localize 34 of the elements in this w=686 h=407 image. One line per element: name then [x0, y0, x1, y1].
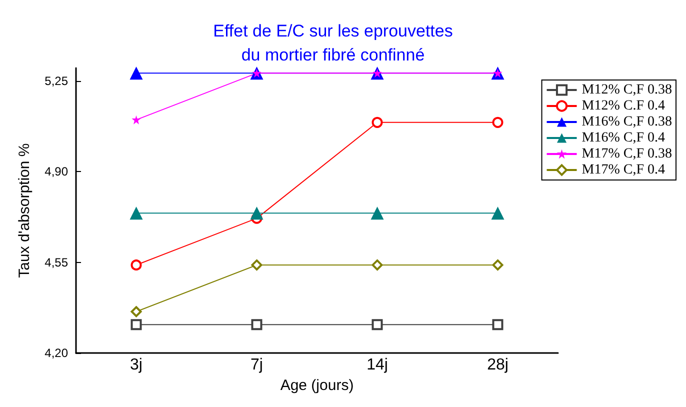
x-tick-label: 28j: [487, 356, 508, 374]
legend-label: M12% C.F 0.4: [582, 98, 665, 114]
point: [250, 206, 264, 220]
point: [370, 206, 384, 220]
y-tick-label: 4,55: [44, 255, 68, 270]
legend-label: M12% C,F 0.38: [582, 82, 672, 98]
point: [372, 116, 383, 128]
y-tick-label: 4,20: [44, 346, 68, 360]
legend-label: M16% C,F 0.38: [582, 114, 672, 130]
point: [492, 116, 504, 128]
point: [130, 66, 143, 80]
point: [491, 206, 504, 220]
x-axis-title: Age (jours): [280, 377, 354, 394]
point: [132, 115, 141, 124]
legend-label: M17% C,F 0.4: [582, 162, 665, 178]
point: [130, 259, 142, 270]
point: [492, 319, 504, 330]
point: [130, 206, 143, 220]
point: [130, 319, 142, 330]
x-tick-label: 7j: [250, 356, 263, 374]
point: [251, 319, 262, 330]
y-tick-label: 5,25: [44, 74, 68, 88]
legend-label: M16% C,F 0.4: [582, 130, 665, 146]
point: [372, 259, 383, 270]
chart-title: Effet de E/C sur les eprouvettes du mortier fibré confinné: [213, 22, 453, 64]
x-tick-label: 3j: [130, 356, 142, 374]
legend-label: M17% C,F 0.38: [582, 146, 672, 162]
point: [372, 319, 383, 330]
x-tick-label: 14j: [366, 356, 388, 374]
point: [251, 259, 262, 270]
point: [492, 259, 504, 270]
y-tick-label: 4,90: [44, 164, 68, 179]
point: [130, 306, 142, 318]
y-axis-title: Taux d'absorption %: [16, 143, 33, 278]
